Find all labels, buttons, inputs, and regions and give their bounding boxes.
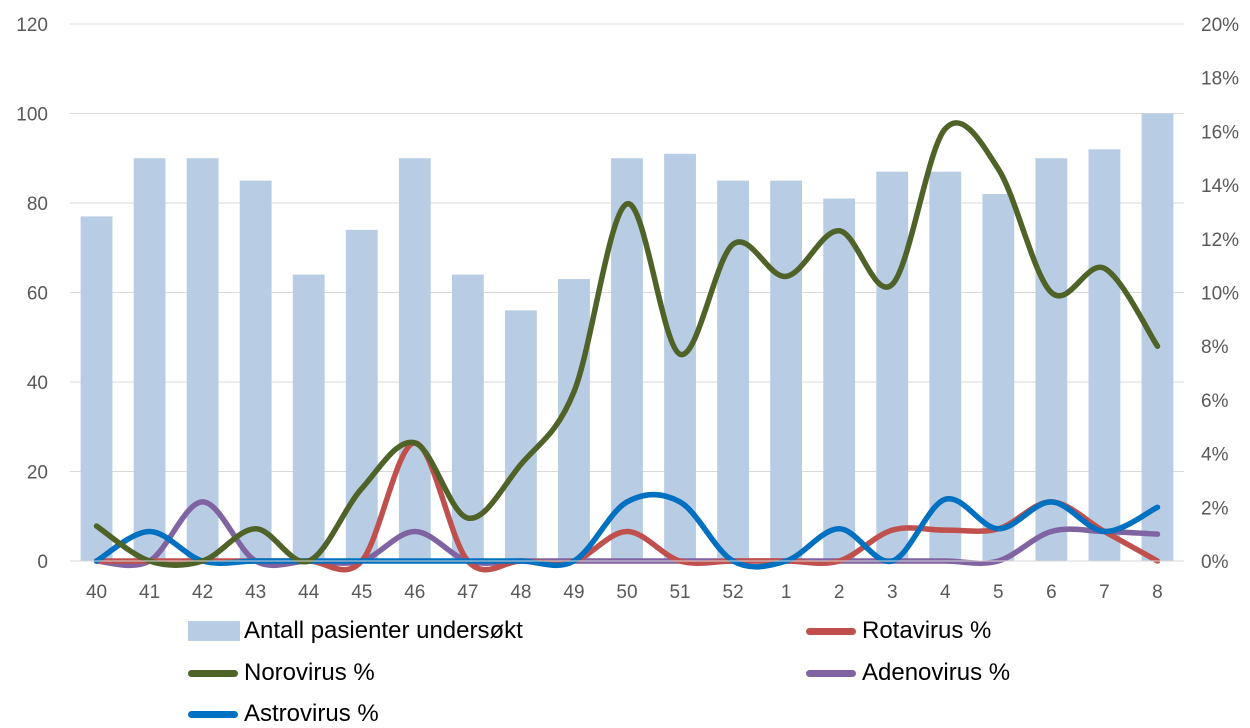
bar xyxy=(982,194,1015,562)
x-tick-label: 51 xyxy=(669,582,690,603)
x-tick-label: 6 xyxy=(1046,582,1057,603)
y-left-tick-label: 20 xyxy=(27,463,48,484)
y-left-tick-label: 60 xyxy=(27,284,48,305)
y-right-tick-label: 8% xyxy=(1201,337,1229,358)
x-tick-label: 46 xyxy=(404,582,425,603)
x-tick-label: 44 xyxy=(298,582,320,603)
y-right-tick-label: 4% xyxy=(1201,445,1229,466)
y-left-tick-label: 40 xyxy=(27,373,48,394)
legend-label-norovirus: Norovirus % xyxy=(244,659,375,686)
x-tick-label: 4 xyxy=(940,582,951,603)
legend-label-bars: Antall pasienter undersøkt xyxy=(244,617,523,644)
bar xyxy=(664,153,696,561)
x-tick-label: 52 xyxy=(723,582,744,603)
x-tick-label: 40 xyxy=(86,582,107,603)
y-right-tick-label: 6% xyxy=(1201,391,1229,412)
bar xyxy=(929,171,962,562)
legend-swatch-norovirus xyxy=(188,669,238,677)
x-tick-label: 42 xyxy=(192,582,213,603)
legend-swatch-astrovirus xyxy=(188,710,238,718)
bar xyxy=(717,180,750,561)
bar xyxy=(770,180,803,561)
bar xyxy=(292,274,325,561)
y-right-tick-label: 12% xyxy=(1201,230,1239,251)
x-tick-label: 5 xyxy=(993,582,1004,603)
x-tick-label: 49 xyxy=(563,582,584,603)
legend-label-rotavirus: Rotavirus % xyxy=(862,617,992,644)
x-tick-label: 2 xyxy=(834,582,845,603)
x-tick-label: 48 xyxy=(510,582,531,603)
y-right-tick-label: 0% xyxy=(1201,552,1229,573)
y-left-tick-label: 100 xyxy=(16,105,48,126)
bar-series xyxy=(80,113,1174,562)
x-tick-label: 47 xyxy=(457,582,478,603)
y-right-tick-label: 20% xyxy=(1201,15,1239,36)
x-tick-label: 43 xyxy=(245,582,266,603)
bar xyxy=(133,158,166,561)
legend-item-astrovirus: Astrovirus % xyxy=(188,700,379,728)
bar xyxy=(823,198,856,561)
bar xyxy=(345,229,378,561)
bar xyxy=(1141,113,1174,561)
legend-label-astrovirus: Astrovirus % xyxy=(244,700,379,727)
bar xyxy=(186,158,219,561)
y-right-tick-label: 14% xyxy=(1201,176,1239,197)
y-axis-left: 0 20 40 60 80 100 120 xyxy=(16,15,48,573)
x-tick-label: 41 xyxy=(139,582,160,603)
x-tick-label: 50 xyxy=(616,582,637,603)
legend-swatch-bars xyxy=(188,621,240,641)
bar xyxy=(398,158,431,561)
bar xyxy=(1035,158,1068,561)
bar xyxy=(80,216,113,562)
bar xyxy=(504,310,537,561)
y-left-tick-label: 80 xyxy=(27,194,48,215)
legend-item-bars: Antall pasienter undersøkt xyxy=(188,617,523,645)
legend-swatch-rotavirus xyxy=(806,627,856,635)
x-axis: 40 41 42 43 44 45 46 47 48 49 50 51 52 1 2 3 4 5 6 7 8 xyxy=(70,560,1184,603)
legend-item-rotavirus: Rotavirus % xyxy=(806,617,991,645)
bar xyxy=(1088,149,1121,562)
x-tick-label: 1 xyxy=(781,582,792,603)
legend-item-norovirus: Norovirus % xyxy=(188,659,375,687)
bar xyxy=(239,180,272,561)
y-left-tick-label: 120 xyxy=(16,15,48,36)
x-tick-label: 8 xyxy=(1152,582,1163,603)
legend-item-adenovirus: Adenovirus % xyxy=(806,659,1010,687)
y-right-tick-label: 18% xyxy=(1201,69,1239,90)
bar xyxy=(876,171,909,562)
bar xyxy=(558,279,590,561)
y-axis-right: 0% 2% 4% 6% 8% 10% 12% 14% 16% 18% 20% xyxy=(1201,15,1239,573)
x-tick-label: 3 xyxy=(887,582,898,603)
y-left-tick-label: 0 xyxy=(37,552,48,573)
y-right-tick-label: 10% xyxy=(1201,284,1239,305)
x-tick-label: 45 xyxy=(351,582,372,603)
legend-swatch-adenovirus xyxy=(806,669,856,677)
y-right-tick-label: 2% xyxy=(1201,498,1229,519)
legend-label-adenovirus: Adenovirus % xyxy=(862,659,1011,686)
y-right-tick-label: 16% xyxy=(1201,122,1239,143)
x-tick-label: 7 xyxy=(1099,582,1110,603)
